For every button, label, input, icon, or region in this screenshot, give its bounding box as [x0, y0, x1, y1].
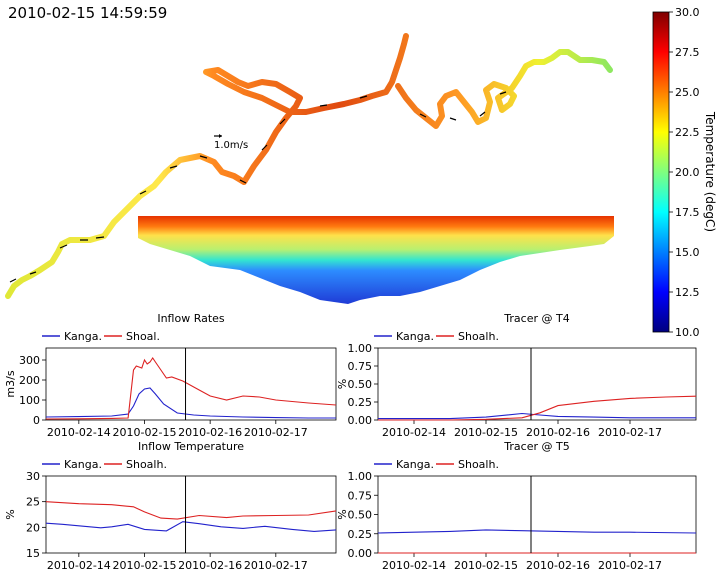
- y-tick-label: 15: [26, 547, 40, 560]
- y-tick-label: 0: [33, 414, 40, 427]
- y-axis-label: %: [4, 509, 17, 519]
- timestamp-label: 2010-02-15 14:59:59: [8, 4, 167, 22]
- panel-title: Inflow Temperature: [138, 440, 244, 453]
- colorbar-tick-label: 27.5: [675, 46, 700, 59]
- x-tick-label: 2010-02-17: [598, 426, 662, 439]
- colorbar: 10.0 12.5 15.0 17.5 20.0 22.5 25.0 27.5 30.0 Tem…: [652, 6, 717, 339]
- x-tick-label: 2010-02-14: [47, 559, 111, 572]
- x-tick-label: 2010-02-14: [47, 426, 111, 439]
- x-tick-label: 2010-02-14: [382, 559, 446, 572]
- section-fill: [138, 216, 614, 304]
- legend-label: Kanga.: [64, 330, 102, 343]
- y-tick-label: 0.00: [348, 547, 373, 560]
- y-axis-label: m3/s: [4, 370, 17, 397]
- legend-label: Kanga.: [396, 458, 434, 471]
- y-tick-label: 200: [19, 374, 40, 387]
- x-tick-label: 2010-02-16: [526, 559, 590, 572]
- x-tick-label: 2010-02-16: [178, 426, 242, 439]
- x-tick-label: 2010-02-16: [178, 559, 242, 572]
- y-tick-label: 0.25: [348, 528, 373, 541]
- velocity-arrows: [9, 91, 507, 283]
- temperature-section: [138, 216, 614, 304]
- colorbar-ticks: 10.0 12.5 15.0 17.5 20.0 22.5 25.0 27.5 30.0: [669, 6, 700, 339]
- axes-frame: [377, 475, 697, 554]
- river-map: 1.0m/s: [5, 33, 613, 299]
- axes-frame: [45, 347, 337, 421]
- colorbar-tick-label: 12.5: [675, 286, 700, 299]
- series-line: [377, 529, 697, 534]
- y-tick-label: 0.25: [348, 396, 373, 409]
- x-tick-label: 2010-02-17: [244, 559, 308, 572]
- colorbar-gradient: [652, 11, 670, 333]
- panel-title: Tracer @ T4: [503, 312, 569, 325]
- scale-label: 1.0m/s: [214, 140, 248, 151]
- x-tick-label: 2010-02-15: [454, 426, 518, 439]
- panel-3: Inflow Temperature Kanga. Shoalh. 15 20 25 30%…: [4, 440, 337, 572]
- series-line: [378, 412, 696, 420]
- y-tick-label: 25: [26, 496, 40, 509]
- legend-label: Kanga.: [396, 330, 434, 343]
- y-tick-label: 20: [26, 521, 40, 534]
- y-tick-label: 0.50: [348, 378, 373, 391]
- x-tick-label: 2010-02-15: [113, 559, 177, 572]
- x-tick-label: 2010-02-17: [598, 559, 662, 572]
- x-tick-label: 2010-02-14: [382, 426, 446, 439]
- y-tick-label: 0.50: [348, 509, 373, 522]
- series-line: [45, 501, 337, 520]
- x-tick-label: 2010-02-15: [113, 426, 177, 439]
- panel-2: Tracer @ T4 Kanga. Shoalh. 0.00 0.25 0.50 0.75…: [336, 312, 697, 439]
- y-tick-label: 0.75: [348, 489, 373, 502]
- legend-label: Shoalh.: [458, 330, 499, 343]
- legend-label: Shoalh.: [458, 458, 499, 471]
- axes-frame: [45, 475, 337, 554]
- axes-frame: [377, 347, 697, 421]
- colorbar-tick-label: 20.0: [675, 166, 700, 179]
- colorbar-tick-label: 30.0: [675, 6, 700, 19]
- series-line: [378, 395, 697, 421]
- colorbar-tick-label: 22.5: [675, 126, 700, 139]
- y-tick-label: 0.00: [348, 414, 373, 427]
- colorbar-tick-label: 17.5: [675, 206, 700, 219]
- x-tick-label: 2010-02-15: [454, 559, 518, 572]
- y-axis-label: %: [336, 379, 349, 389]
- series-line: [45, 357, 337, 420]
- legend-label: Shoalh.: [126, 458, 167, 471]
- panel-title: Tracer @ T5: [503, 440, 569, 453]
- scale-arrow-head: [219, 134, 222, 138]
- x-tick-label: 2010-02-16: [526, 426, 590, 439]
- y-tick-label: 1.00: [348, 342, 373, 355]
- panel-4: Tracer @ T5 Kanga. Shoalh. 0.00 0.25 0.50 0.75…: [336, 440, 697, 572]
- series-line: [45, 521, 337, 532]
- colorbar-tick-label: 25.0: [675, 86, 700, 99]
- y-tick-label: 0.75: [348, 360, 373, 373]
- y-tick-label: 30: [26, 470, 40, 483]
- panel-title: Inflow Rates: [157, 312, 225, 325]
- colorbar-tick-label: 10.0: [675, 326, 700, 339]
- y-axis-label: %: [336, 509, 349, 519]
- colorbar-tick-label: 15.0: [675, 246, 700, 259]
- y-tick-label: 100: [19, 394, 40, 407]
- series-line: [45, 387, 336, 419]
- legend-label: Shoal.: [126, 330, 160, 343]
- colorbar-label: Temperature (degC): [703, 111, 717, 232]
- legend-label: Kanga.: [64, 458, 102, 471]
- y-tick-label: 1.00: [348, 470, 373, 483]
- x-tick-label: 2010-02-17: [244, 426, 308, 439]
- y-tick-label: 300: [19, 354, 40, 367]
